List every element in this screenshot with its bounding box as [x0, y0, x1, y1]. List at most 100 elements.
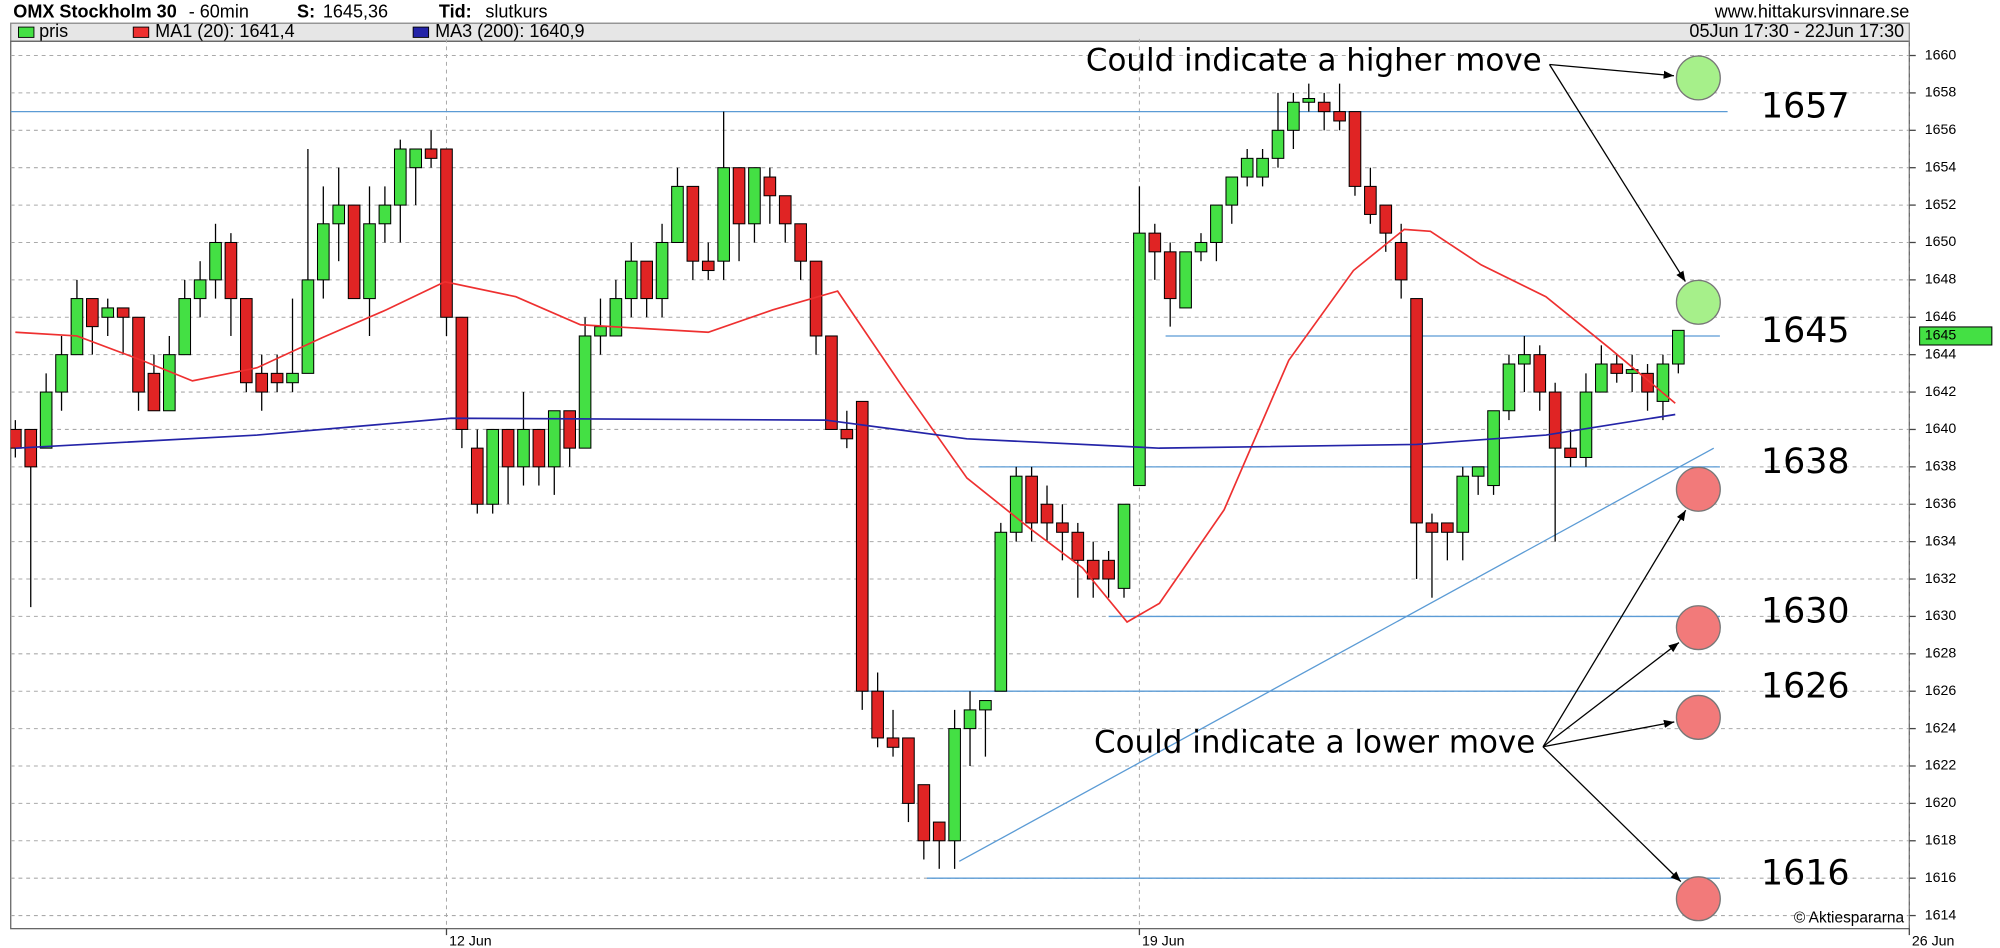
- y-tick-label: 1628: [1925, 646, 1957, 662]
- legend-swatch: [18, 26, 35, 38]
- candle-body: [239, 298, 253, 384]
- signal: [1675, 605, 1721, 651]
- y-tick-label: 1646: [1925, 309, 1957, 325]
- candle-body: [347, 204, 361, 300]
- y-tick-label: 1636: [1925, 496, 1957, 512]
- candle-body: [270, 372, 284, 384]
- candle-body: [1595, 363, 1608, 393]
- legend-swatch: [412, 26, 430, 38]
- overlay: [1542, 55, 1721, 922]
- candle-body: [486, 428, 500, 505]
- candle-body: [440, 148, 453, 318]
- candle-body: [1117, 503, 1131, 589]
- y-tick-label: 1618: [1925, 833, 1957, 849]
- y-tick-label: 1624: [1925, 720, 1957, 736]
- y-tick-label: 1620: [1925, 795, 1957, 811]
- x-tick-label: 26 Jun: [1912, 933, 1955, 948]
- moving-average: [15, 413, 1676, 449]
- candle-body: [116, 307, 130, 318]
- candle-body: [1056, 522, 1069, 533]
- signal: [1675, 694, 1721, 740]
- candle-body: [1471, 466, 1485, 477]
- candle-body: [209, 241, 222, 281]
- candle-body: [1040, 503, 1054, 524]
- candle-body: [1256, 157, 1269, 178]
- candle-body: [917, 784, 931, 842]
- candle-body: [701, 260, 715, 272]
- y-tick-label: 1642: [1925, 384, 1957, 400]
- signal: [1675, 466, 1721, 512]
- annotation: Could indicate a lower move: [1094, 725, 1535, 761]
- candle-body: [55, 354, 68, 393]
- candle-body: [563, 410, 576, 449]
- candle-body: [1333, 111, 1346, 122]
- candle-body: [1364, 185, 1377, 215]
- price-tag-label: 1645: [1925, 328, 1957, 344]
- y-tick-label: 1614: [1925, 907, 1957, 923]
- candle-body: [1225, 176, 1239, 206]
- candle-body: [1441, 522, 1454, 533]
- candle-body: [1425, 522, 1439, 533]
- candle-body: [1548, 391, 1562, 449]
- candle-body: [1610, 363, 1624, 374]
- plot-frame: [10, 40, 1910, 930]
- candle-body: [193, 279, 207, 300]
- candle-body: [378, 204, 392, 225]
- candle-body: [1163, 251, 1177, 300]
- candle-body: [301, 279, 315, 374]
- candle-body: [10, 428, 22, 449]
- y-tick-label: 1658: [1925, 85, 1957, 101]
- candle-body: [979, 700, 992, 711]
- candle-body: [101, 307, 115, 318]
- candle-body: [39, 391, 53, 449]
- candle-body: [409, 148, 423, 169]
- candle-body: [1348, 111, 1362, 187]
- candle-body: [932, 821, 946, 842]
- candle-body: [363, 223, 376, 300]
- moving-average: [15, 228, 1676, 624]
- candle-body: [717, 167, 730, 262]
- candle-body: [1179, 251, 1192, 309]
- legend-bar: [10, 22, 1910, 42]
- annotation: Could indicate a higher move: [1086, 42, 1542, 78]
- candle-body: [1148, 232, 1162, 253]
- candle-body: [624, 260, 638, 300]
- candle-body: [517, 428, 530, 468]
- legend-label: MA1 (20): 1641,4: [155, 21, 294, 41]
- candle-body: [286, 372, 299, 384]
- signal: [1675, 279, 1721, 325]
- candle-body: [963, 709, 977, 730]
- y-tick-label: 1634: [1925, 533, 1957, 549]
- y-tick-label: 1626: [1925, 683, 1957, 699]
- candle-body: [1194, 241, 1208, 253]
- candle-body: [1672, 329, 1685, 365]
- candle-body: [316, 223, 330, 281]
- candle-body: [763, 176, 777, 197]
- y-tick-label: 1650: [1925, 234, 1957, 250]
- candle-body: [732, 167, 746, 225]
- candle-body: [547, 410, 561, 468]
- x-tick-label: 19 Jun: [1142, 933, 1185, 948]
- level-label: 1630: [1761, 592, 1850, 632]
- time-label: Tid:: [439, 2, 472, 22]
- y-tick-label: 1640: [1925, 421, 1957, 437]
- candle-body: [1533, 354, 1547, 393]
- candle-body: [825, 335, 838, 430]
- candle-body: [1271, 129, 1285, 159]
- candle-body: [855, 400, 869, 692]
- candle-body: [609, 298, 623, 337]
- candle-body: [671, 185, 684, 244]
- title: OMX Stockholm 30: [13, 2, 176, 22]
- candle-body: [163, 354, 176, 412]
- candle-body: [948, 728, 961, 842]
- candle-body: [224, 241, 238, 300]
- y-tick-label: 1660: [1925, 47, 1957, 63]
- y-tick-label: 1648: [1925, 272, 1957, 288]
- level-label: 1626: [1761, 666, 1850, 706]
- level-label: 1657: [1761, 87, 1850, 127]
- time-mode: slutkurs: [485, 2, 547, 22]
- y-tick-label: 1616: [1925, 870, 1957, 886]
- price-tag: [1919, 326, 1993, 346]
- legend-swatch: [132, 26, 150, 38]
